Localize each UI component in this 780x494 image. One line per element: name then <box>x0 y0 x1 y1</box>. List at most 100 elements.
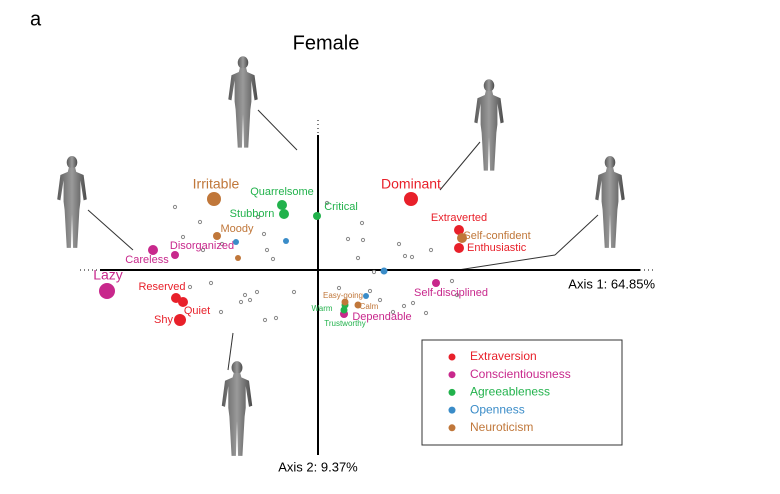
point <box>454 225 464 235</box>
figures <box>57 56 625 456</box>
background-point <box>401 303 407 309</box>
point <box>233 239 239 245</box>
background-point <box>261 231 267 237</box>
background-point <box>345 236 351 242</box>
point <box>279 209 289 219</box>
point-label: Enthusiastic <box>467 242 527 254</box>
point <box>313 212 321 220</box>
background-point <box>390 309 396 315</box>
point-label: Moody <box>220 223 254 235</box>
point <box>380 267 388 275</box>
background-point <box>187 284 193 290</box>
point <box>341 298 349 306</box>
background-point <box>247 297 253 303</box>
background-point <box>396 241 402 247</box>
body-figure <box>228 56 258 148</box>
legend-marker <box>448 353 456 361</box>
legend-marker <box>448 406 456 414</box>
point <box>283 238 289 244</box>
body-figure <box>57 156 87 248</box>
legend-marker <box>448 424 456 432</box>
background-point <box>423 310 429 316</box>
background-point <box>254 289 260 295</box>
background-point <box>200 247 206 253</box>
point <box>174 314 186 326</box>
point <box>235 255 241 261</box>
background-point <box>449 278 455 284</box>
background-point <box>180 234 186 240</box>
background-point <box>172 204 178 210</box>
point-label: Careless <box>125 254 169 266</box>
background-point <box>454 292 460 298</box>
point-label: Self-confident <box>463 230 530 242</box>
legend-label: Conscientiousness <box>470 367 571 381</box>
legend-label: Agreeableness <box>470 385 550 399</box>
point <box>354 301 362 309</box>
point <box>213 232 221 240</box>
point <box>363 293 369 299</box>
background-point <box>197 219 203 225</box>
legend-marker <box>448 388 456 396</box>
background-point <box>428 247 434 253</box>
point-label: Disorganized <box>170 240 234 252</box>
point-label: Shy <box>154 314 173 326</box>
background-point <box>336 285 342 291</box>
point <box>404 192 418 206</box>
point-label: Trustworthy <box>324 319 366 328</box>
point <box>99 283 115 299</box>
background-point <box>270 256 276 262</box>
legend-label: Neuroticism <box>470 420 533 434</box>
y-axis-label: Axis 2: 9.37% <box>278 459 358 474</box>
point-label: Lazy <box>93 267 123 283</box>
chart-title: Female <box>293 32 360 54</box>
x-axis-label: Axis 1: 64.85% <box>568 276 655 291</box>
point-label: Irritable <box>193 176 240 192</box>
body-figure <box>221 361 253 456</box>
axes <box>80 120 655 455</box>
point-label: Dependable <box>352 311 411 323</box>
legend-label: Openness <box>470 402 525 416</box>
point <box>340 306 348 314</box>
point <box>148 245 158 255</box>
point <box>178 297 188 307</box>
background-point <box>238 299 244 305</box>
background-point <box>410 300 416 306</box>
point-label: Warm <box>311 304 332 313</box>
point-label: Critical <box>324 201 358 213</box>
point <box>432 279 440 287</box>
point-label: Dominant <box>381 176 441 192</box>
legend-marker <box>448 371 456 379</box>
point-label: Stubborn <box>230 208 275 220</box>
background-point <box>262 317 268 323</box>
point-label: Self-disciplined <box>414 287 488 299</box>
background-point <box>371 269 377 275</box>
point <box>207 192 221 206</box>
background-point <box>273 315 279 321</box>
background-point <box>264 247 270 253</box>
legend-label: Extraversion <box>470 349 537 363</box>
point-label: Easy-going <box>323 291 363 300</box>
point-label: Quiet <box>184 305 210 317</box>
background-point <box>360 237 366 243</box>
background-point <box>359 220 365 226</box>
point-label: Calm <box>360 302 379 311</box>
background-point <box>402 253 408 259</box>
background-point <box>291 289 297 295</box>
point <box>277 200 287 210</box>
background-point <box>324 200 330 206</box>
point-label: Quarrelsome <box>250 186 314 198</box>
body-figure <box>595 156 625 248</box>
background-point <box>409 254 415 260</box>
background-point <box>255 214 261 220</box>
point <box>454 243 464 253</box>
point <box>171 251 179 259</box>
point-label: Extraverted <box>431 212 487 224</box>
panel-label: a <box>30 8 42 30</box>
background-point <box>355 255 361 261</box>
background-point <box>208 280 214 286</box>
body-figure <box>474 79 504 171</box>
background-point <box>218 309 224 315</box>
background-point <box>219 241 225 247</box>
